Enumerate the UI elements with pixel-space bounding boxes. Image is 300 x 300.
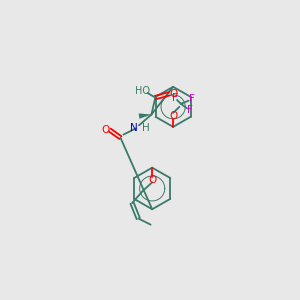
Text: O: O [148, 175, 156, 185]
Text: O: O [169, 89, 177, 99]
Text: F: F [187, 105, 193, 115]
Text: H: H [142, 123, 150, 134]
Text: HO: HO [135, 86, 150, 96]
Text: F: F [172, 93, 178, 103]
Text: O: O [169, 111, 177, 121]
Polygon shape [139, 113, 152, 119]
Text: F: F [189, 94, 195, 104]
Text: O: O [102, 125, 110, 135]
Text: N: N [130, 123, 137, 134]
